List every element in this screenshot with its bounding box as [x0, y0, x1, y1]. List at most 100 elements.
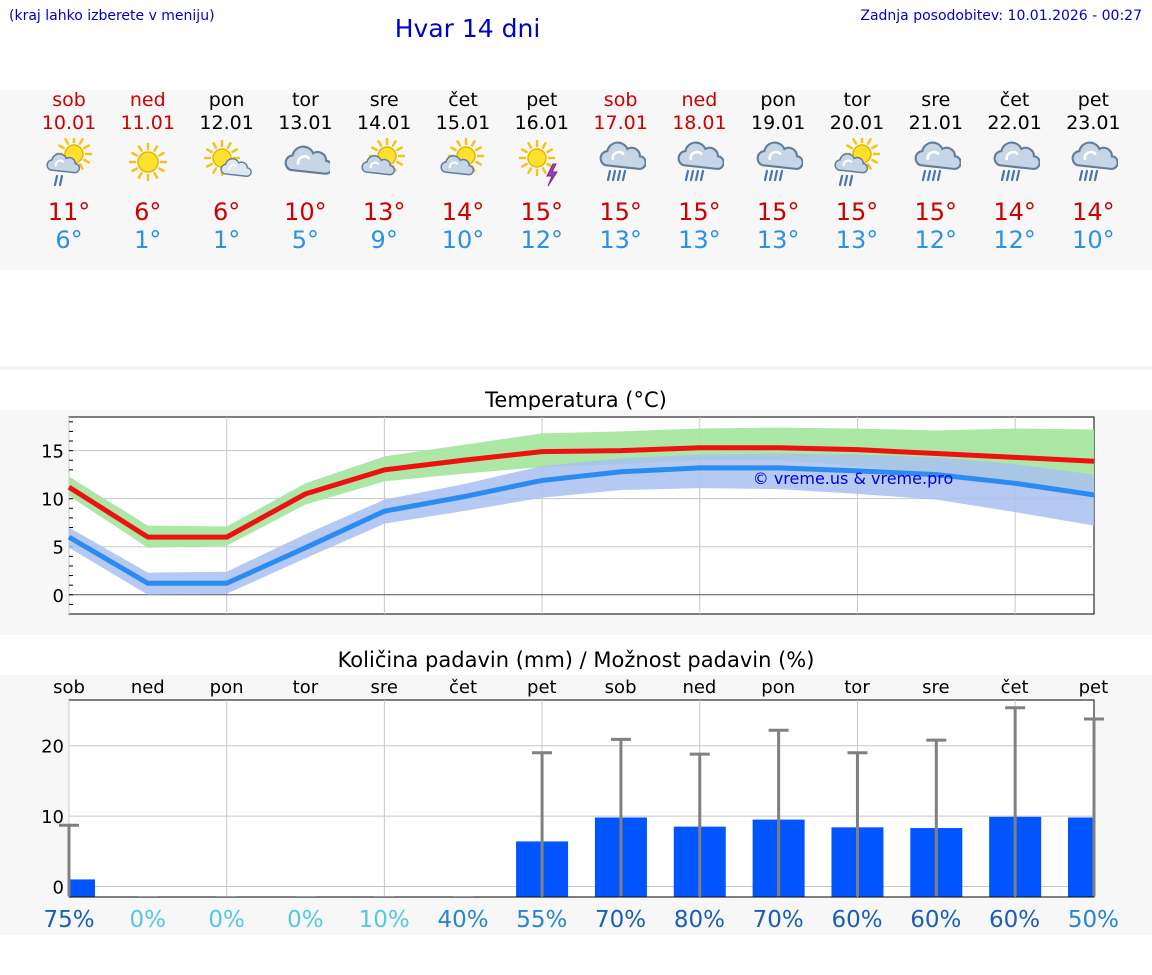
min-temperature: 13°	[835, 226, 879, 254]
min-temperature-range-band	[69, 453, 1094, 595]
last-update-label: Zadnja posodobitev: 10.01.2026 - 00:27	[860, 8, 1142, 24]
day-name: pet	[1077, 89, 1109, 111]
max-temperature: 15°	[599, 198, 642, 226]
max-temperature: 15°	[835, 198, 879, 226]
precipitation-probability-label: 50%	[1068, 907, 1119, 933]
precipitation-bar	[1068, 817, 1094, 897]
min-temperature: 10°	[1072, 226, 1115, 254]
max-temperature: 11°	[47, 198, 91, 226]
min-temperature-line	[67, 465, 1095, 586]
precipitation-probability-label: 80%	[674, 907, 725, 933]
partly-cloudy-rain-icon	[834, 138, 881, 187]
precipitation-bar	[69, 879, 95, 897]
cloud-rain-icon	[993, 141, 1040, 182]
day-date: 12.01	[199, 112, 254, 134]
min-temperature: 6°	[55, 226, 83, 254]
day-name: čet	[448, 89, 478, 111]
precipitation-probability-label: 0%	[208, 907, 245, 933]
cloud-rain-icon	[599, 141, 646, 182]
temperature-chart: 0 5 10 15 © vreme.us & vreme.pro	[41, 416, 1095, 615]
partly-cloudy-icon	[361, 138, 406, 176]
day-date: 17.01	[593, 112, 648, 134]
day-name: ned	[129, 89, 166, 111]
min-temperature: 9°	[370, 226, 398, 254]
max-temperature: 10°	[284, 198, 327, 226]
cloud-rain-icon	[756, 141, 804, 182]
precipitation-probability-label: 40%	[437, 907, 488, 933]
sun-small-cloud-icon	[203, 139, 252, 177]
min-temperature: 10°	[441, 226, 485, 254]
max-temperature: 14°	[993, 198, 1036, 226]
cloud-rain-icon	[914, 141, 961, 182]
precip-day-label: sre	[370, 677, 397, 698]
y-tick-label: 0	[53, 586, 64, 607]
sun-thunder-icon	[518, 139, 558, 187]
precip-day-label: sob	[53, 677, 85, 698]
max-temperature: 15°	[520, 198, 564, 226]
chart-watermark: © vreme.us & vreme.pro	[753, 469, 954, 488]
max-temperature: 13°	[362, 198, 406, 226]
precipitation-chart-panel: sob ned pon tor sre čet pet sob ned pon tor sre čet p…	[0, 675, 1152, 935]
precip-day-label: pet	[1079, 677, 1109, 698]
partly-cloudy-light-rain-icon	[46, 138, 93, 187]
precipitation-chart-title: Količina padavin (mm) / Možnost padavin …	[337, 648, 815, 672]
precip-day-label: pon	[210, 677, 244, 698]
temperature-chart-panel: 0 5 10 15 © vreme.us & vreme.pro	[0, 410, 1152, 635]
min-temperature: 13°	[756, 226, 800, 254]
partly-cloudy-icon	[440, 138, 485, 176]
max-temperature: 15°	[756, 198, 800, 226]
precip-day-label: čet	[449, 677, 477, 698]
min-temperature: 13°	[599, 226, 642, 254]
min-temperature: 5°	[291, 226, 320, 254]
day-date: 18.01	[672, 112, 727, 134]
max-temperature: 15°	[914, 198, 958, 226]
max-temperature-line	[67, 445, 1095, 540]
day-date: 10.01	[41, 112, 97, 134]
precip-day-label: tor	[844, 677, 870, 698]
min-temperature: 12°	[993, 226, 1036, 254]
day-date: 15.01	[435, 112, 491, 134]
precip-day-label: pet	[527, 677, 557, 698]
day-name: sob	[52, 89, 86, 111]
precip-day-label: pon	[761, 677, 795, 698]
day-date: 20.01	[829, 112, 885, 134]
day-name: pon	[208, 89, 245, 111]
precip-day-label: čet	[1001, 677, 1029, 698]
precip-day-label: tor	[293, 677, 319, 698]
day-date: 13.01	[278, 112, 333, 134]
cloud-rain-icon	[1071, 141, 1119, 182]
max-temperature: 15°	[678, 198, 721, 226]
precipitation-probability-label: 10%	[359, 907, 410, 933]
precip-day-label: ned	[682, 677, 716, 698]
day-date: 11.01	[120, 112, 175, 134]
precipitation-probability-label: 0%	[287, 907, 324, 933]
temperature-chart-title: Temperatura (°C)	[485, 388, 667, 412]
sun-icon	[128, 142, 168, 182]
precipitation-probability-label: 70%	[753, 907, 804, 933]
y-tick-label: 10	[41, 490, 64, 511]
precip-day-label: ned	[131, 677, 165, 698]
precipitation-probability-label: 60%	[989, 907, 1040, 933]
day-name: tor	[843, 89, 871, 111]
y-tick-label: 0	[53, 877, 64, 898]
min-temperature: 13°	[678, 226, 721, 254]
max-temperature: 14°	[1072, 198, 1115, 226]
day-name: sob	[603, 89, 638, 111]
day-name: sre	[369, 89, 399, 111]
min-temperature: 1°	[212, 226, 241, 254]
day-date: 16.01	[514, 112, 569, 134]
precipitation-probability-label: 0%	[130, 907, 167, 933]
precipitation-probability-label: 70%	[595, 907, 646, 933]
precip-day-label: sob	[605, 677, 637, 698]
location-menu-hint: (kraj lahko izberete v meniju)	[9, 8, 215, 24]
precipitation-probability-label: 75%	[43, 907, 94, 933]
y-tick-label: 5	[53, 538, 64, 559]
precipitation-probability-label: 60%	[910, 907, 961, 933]
y-tick-label: 20	[41, 737, 64, 758]
y-tick-label: 10	[41, 807, 64, 828]
day-date: 23.01	[1066, 112, 1121, 134]
min-temperature: 12°	[520, 226, 564, 254]
day-date: 19.01	[750, 112, 806, 134]
day-name: tor	[291, 89, 319, 111]
day-date: 14.01	[356, 112, 412, 134]
